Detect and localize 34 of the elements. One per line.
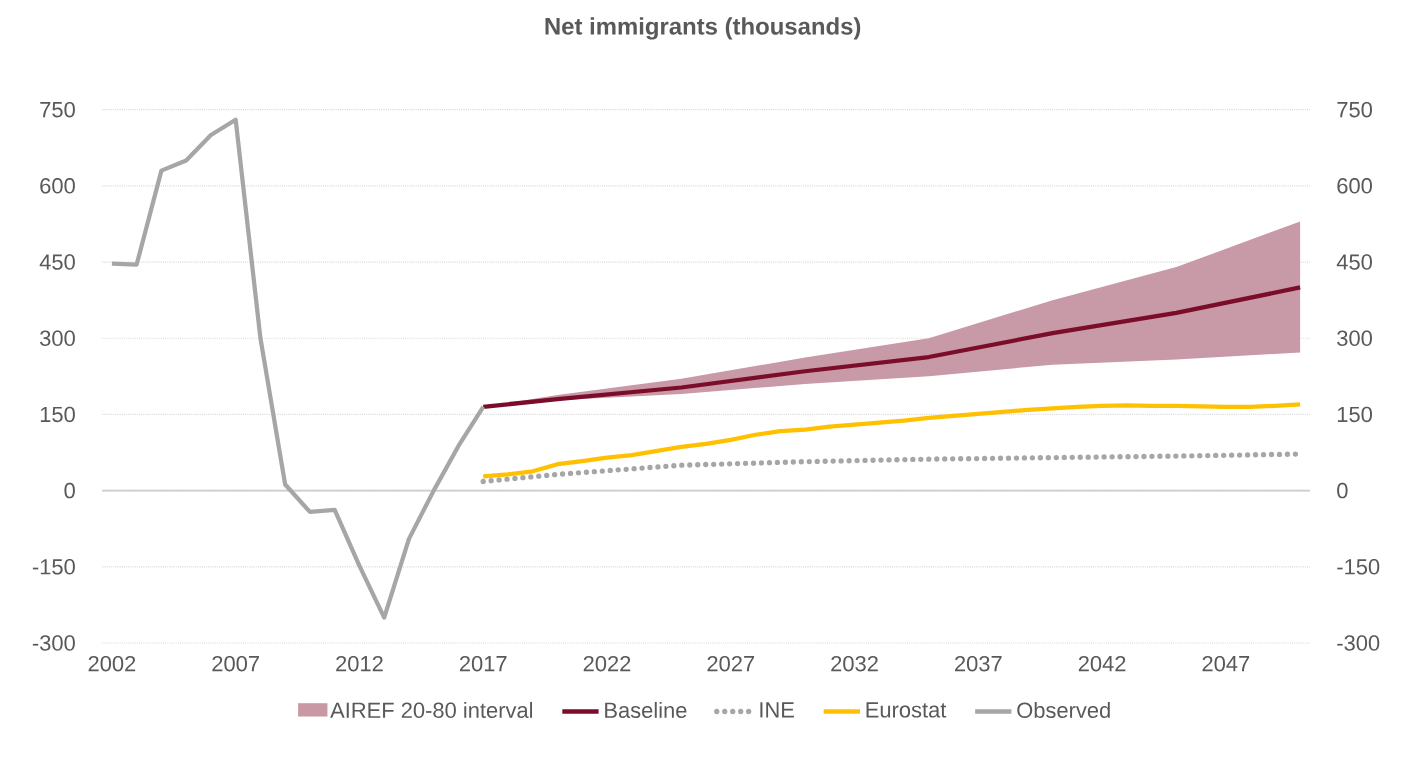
y-tick-label: -150 (32, 559, 75, 575)
y2-tick-label: -300 (1337, 635, 1380, 651)
line-series (109, 117, 486, 620)
y-tick-label: -300 (32, 635, 75, 651)
y-tick-label: 300 (40, 330, 75, 346)
legend-label: INE (760, 702, 794, 718)
y2-tick-label: 150 (1337, 406, 1372, 423)
y-tick-label: 750 (40, 101, 75, 118)
x-tick-label: 2027 (707, 655, 755, 672)
x-tick-label: 2022 (583, 655, 631, 672)
x-tick-label: 2007 (212, 655, 259, 672)
legend-label: Observed (1017, 701, 1110, 719)
x-tick-label: 2047 (1202, 655, 1250, 672)
chart-title: Net immigrants (thousands) (545, 17, 861, 40)
x-tick-label: 2042 (1078, 655, 1126, 672)
line-series (481, 285, 1303, 409)
legend-label: Baseline (605, 701, 687, 719)
y-tick-label: 150 (40, 406, 75, 423)
y2-tick-label: 450 (1336, 254, 1372, 270)
x-tick-label: 2002 (88, 655, 136, 672)
y-tick-label: 600 (40, 178, 75, 194)
x-tick-label: 2032 (831, 655, 878, 672)
y2-tick-label: 600 (1337, 178, 1372, 194)
legend-label: Eurostat (866, 702, 947, 718)
x-tick-label: 2037 (955, 655, 1002, 672)
y2-tick-label: 300 (1337, 330, 1372, 346)
y-tick-label: 0 (64, 482, 75, 499)
y2-tick-label: 750 (1337, 101, 1372, 118)
y-tick-label: 450 (39, 254, 75, 270)
y2-tick-label: -150 (1337, 559, 1380, 575)
x-tick-label: 2012 (336, 655, 383, 672)
y2-tick-label: 0 (1337, 482, 1348, 499)
x-tick-label: 2017 (459, 655, 507, 672)
text: AIREF 20-80 interval (330, 701, 533, 719)
